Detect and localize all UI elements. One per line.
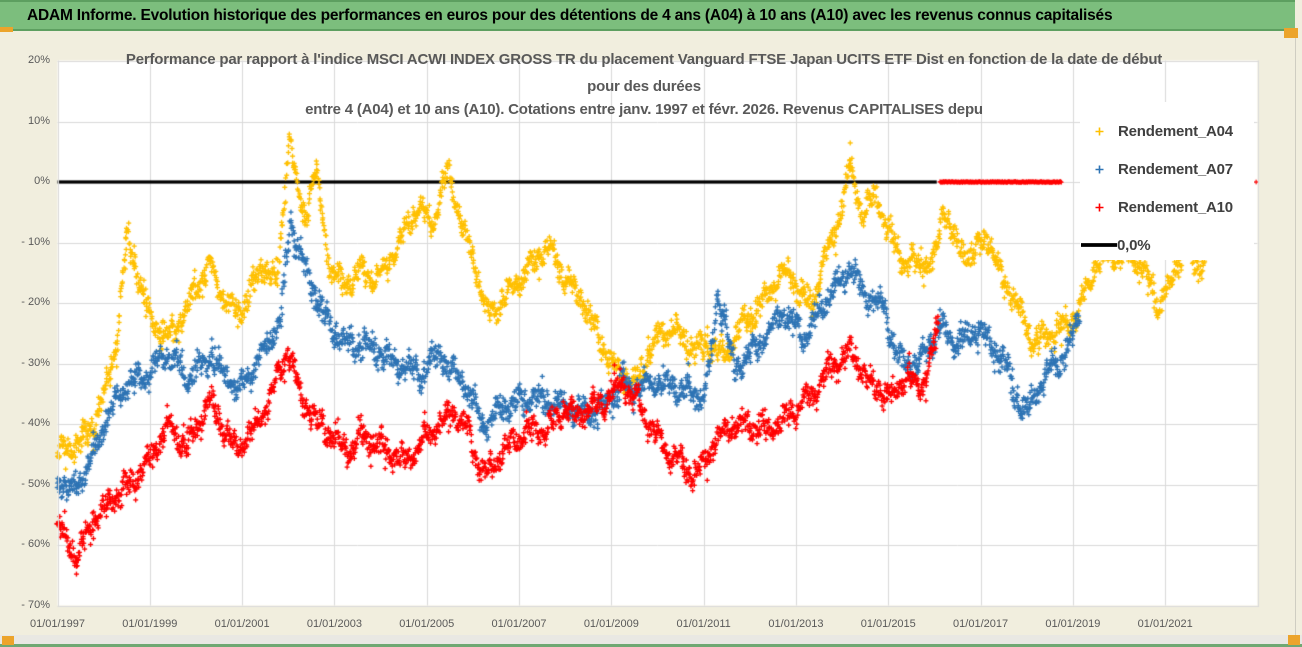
legend-plus-marker-icon — [1080, 126, 1118, 137]
y-axis-tick-label: - 20% — [21, 296, 50, 308]
worksheet-column-gridline — [1295, 31, 1296, 645]
legend-plus-marker-icon — [1080, 202, 1118, 213]
x-axis-tick-label: 01/01/2021 — [1137, 618, 1193, 630]
x-axis-tick-label: 01/01/2017 — [953, 618, 1009, 630]
x-axis-tick-label: 01/01/2001 — [214, 618, 270, 630]
worksheet-bottom-strip — [0, 635, 1302, 645]
y-axis-tick-label: - 30% — [21, 356, 50, 369]
green-bottom-border — [0, 644, 1302, 647]
y-axis-tick-label: 10% — [27, 114, 50, 127]
x-axis-tick-label: 01/01/2019 — [1045, 618, 1101, 630]
x-axis-tick-label: 01/01/1997 — [29, 618, 86, 630]
chart-selection-handle-top-right[interactable] — [1284, 28, 1298, 38]
x-axis-tick-label: 01/01/2009 — [583, 618, 639, 630]
x-axis-tick-label: 01/01/2011 — [676, 618, 731, 630]
y-axis-tick-label: - 10% — [21, 235, 50, 248]
x-axis-tick-label: 01/01/2007 — [491, 618, 547, 630]
legend-item-label: Rendement_A07 — [1118, 160, 1233, 178]
x-axis-tick-label: 01/01/2003 — [306, 618, 362, 630]
chart-selection-handle-top-left[interactable] — [0, 27, 13, 32]
x-axis-tick-label: 01/01/1999 — [122, 618, 178, 630]
legend-item[interactable]: Rendement_A10 — [1080, 195, 1254, 219]
chart-selection-handle-bottom-left[interactable] — [2, 636, 14, 645]
y-axis-tick-label: - 70% — [21, 598, 50, 611]
legend-item-label: Rendement_A04 — [1118, 122, 1233, 140]
chart-title-line3: entre 4 (A04) et 10 ans (A10). Cotations… — [305, 101, 983, 118]
legend-item[interactable]: Rendement_A07 — [1080, 157, 1254, 181]
y-axis-tick-label: - 60% — [21, 538, 50, 550]
legend-zero-line-icon — [1080, 241, 1118, 249]
y-axis-tick-label: - 40% — [21, 417, 50, 429]
chart-legend[interactable]: Rendement_A04 Rendement_A07 Rendement_A10 0… — [1080, 102, 1254, 260]
legend-item[interactable]: Rendement_A04 — [1080, 119, 1254, 143]
x-axis-tick-label: 01/01/2013 — [768, 618, 824, 630]
legend-plus-marker-icon — [1080, 164, 1118, 175]
x-axis-tick-label: 01/01/2005 — [399, 618, 455, 630]
legend-item-label: 0,0% — [1117, 236, 1151, 254]
x-axis-tick-label: 01/01/2015 — [860, 618, 916, 630]
legend-item-label: Rendement_A10 — [1118, 198, 1233, 216]
y-axis-tick-label: 20% — [27, 54, 50, 66]
y-axis-tick-label: 0% — [34, 175, 50, 187]
chart-title-line2: pour des durées — [587, 78, 701, 95]
chart-selection-handle-bottom-right[interactable] — [1288, 635, 1300, 645]
chart-title-line1: Performance par rapport à l'indice MSCI … — [125, 51, 1163, 68]
y-axis-tick-label: - 50% — [21, 477, 50, 490]
legend-item[interactable]: 0,0% — [1080, 233, 1254, 257]
